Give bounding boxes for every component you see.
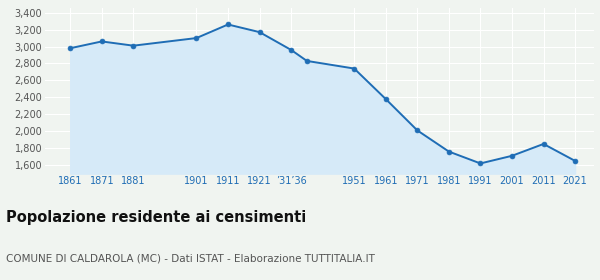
- Text: Popolazione residente ai censimenti: Popolazione residente ai censimenti: [6, 210, 306, 225]
- Text: COMUNE DI CALDAROLA (MC) - Dati ISTAT - Elaborazione TUTTITALIA.IT: COMUNE DI CALDAROLA (MC) - Dati ISTAT - …: [6, 253, 375, 263]
